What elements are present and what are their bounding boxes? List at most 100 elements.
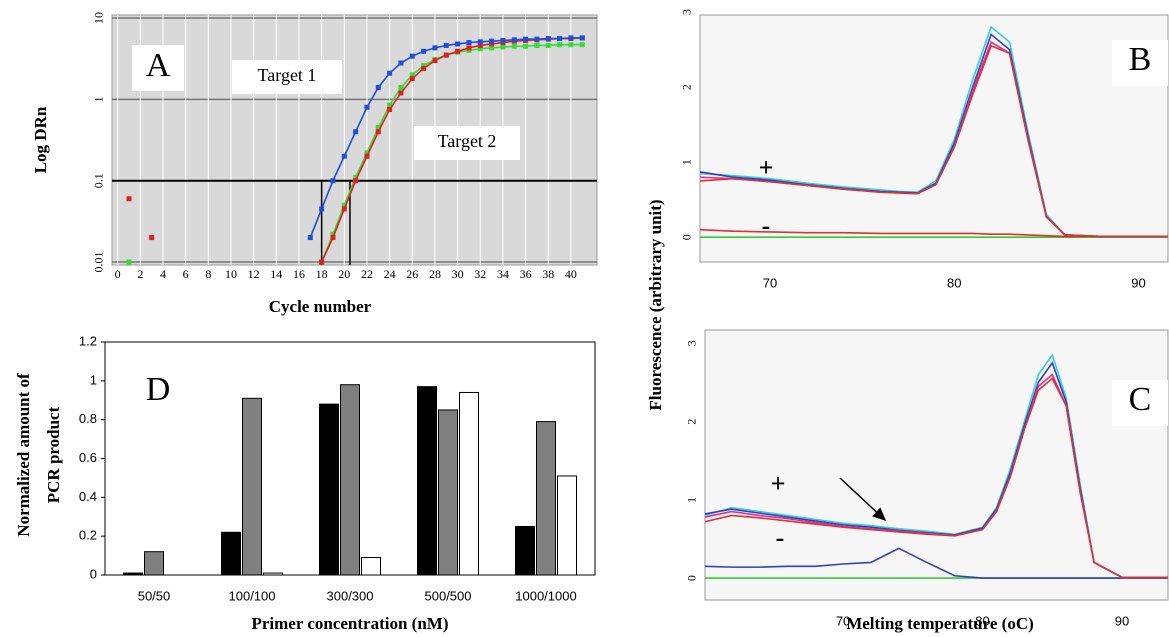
y-axis-label: PCR product [44,406,63,503]
data-point [443,52,449,58]
x-tick-label: 1000/1000 [515,588,576,603]
panel-label-box [132,45,184,91]
x-tick-label: 36 [520,267,532,281]
data-point [466,45,472,51]
data-point [523,36,529,42]
y-tick-label: 0.4 [79,489,97,504]
data-point [511,37,517,43]
annotation: Target 1 [258,65,317,85]
data-point [545,36,551,42]
data-point [557,36,563,42]
x-tick-label: 300/300 [327,588,374,603]
data-point [443,42,449,48]
data-point [398,90,404,96]
data-point [398,60,404,66]
data-point [330,235,336,241]
x-tick-label: 20 [338,267,350,281]
data-point [432,58,438,64]
data-point [455,48,461,54]
data-point [466,40,472,46]
series-line [704,547,1168,579]
data-point [126,196,132,202]
x-tick-label: 10 [225,267,237,281]
data-point [330,178,336,184]
panel-label-box [1112,380,1168,426]
data-point [375,125,381,131]
y-tick-label: 0 [680,234,694,240]
data-point [534,36,540,42]
data-point [568,42,574,48]
data-point [568,35,574,41]
x-tick-label: 24 [384,267,396,281]
data-point [489,38,495,44]
x-tick-label: 22 [361,267,373,281]
data-point [579,35,585,41]
y-axis-label: Log DRn [31,106,50,173]
x-tick-label: 32 [474,267,486,281]
annotation-box [414,126,520,160]
data-point [307,235,313,241]
bar [438,409,458,576]
panel-label: B [1129,41,1152,78]
y-tick-label: 1 [680,159,694,165]
annotation: + [771,469,786,498]
data-point [375,129,381,135]
data-point [341,206,347,212]
data-point [421,63,427,69]
x-tick-label: 70 [763,275,777,290]
y-tick-label: 2 [680,84,694,90]
series-line [699,228,1168,238]
annotation: Target 2 [438,131,497,151]
x-axis-label: Melting temperature (oC) [846,614,1034,633]
x-tick-label: 34 [497,267,509,281]
x-tick-label: 14 [270,267,282,281]
data-point [387,102,393,108]
y-tick-label: 3 [685,340,699,346]
plot-background [704,329,1169,601]
y-tick-label: 0.2 [79,528,97,543]
x-tick-label: 28 [429,267,441,281]
data-point [409,53,415,59]
bar [221,531,241,576]
x-tick-label: 6 [183,267,189,281]
bar [459,391,479,576]
x-tick-label: 30 [452,267,464,281]
annotation: + [759,153,774,182]
x-tick-label: 38 [542,267,554,281]
plot-background [111,14,598,266]
bar [557,475,577,576]
data-point [375,84,381,90]
data-point [455,41,461,47]
panel-label-box [126,370,188,414]
data-point [319,206,325,212]
arrow [839,477,887,522]
data-point [477,42,483,48]
x-tick-label: 500/500 [425,588,472,603]
data-point [523,43,529,49]
data-point [409,72,415,78]
x-tick-label: 26 [406,267,418,281]
x-tick-label: 70 [836,613,850,628]
y-tick-label: 1.2 [79,333,97,348]
y-axis-label: Fluorescence (arbitrary unit) [646,199,665,410]
y-tick-label: 3 [680,9,694,15]
x-tick-label: 80 [947,275,961,290]
data-point [557,42,563,48]
x-tick-label: 80 [975,613,989,628]
y-tick-label: 1 [90,372,97,387]
data-point [330,231,336,237]
bar [417,386,437,576]
bar [263,572,283,576]
x-tick-label: 0 [115,267,121,281]
data-point [477,39,483,45]
data-point [432,45,438,51]
y-tick-label: 0 [685,575,699,581]
data-point [421,65,427,71]
x-tick-label: 100/100 [229,588,276,603]
annotation: - [762,211,771,240]
data-point [489,45,495,51]
y-tick-label: 0 [90,566,97,581]
panel-label: D [146,371,171,408]
data-point [511,43,517,49]
bar [123,572,143,576]
